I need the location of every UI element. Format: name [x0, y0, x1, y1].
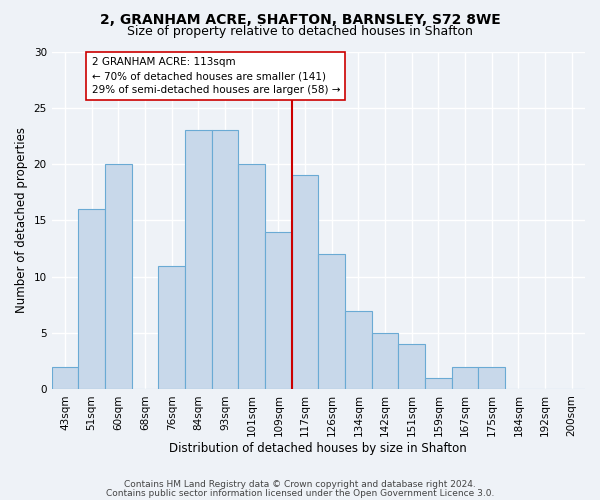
Text: Contains public sector information licensed under the Open Government Licence 3.: Contains public sector information licen… — [106, 488, 494, 498]
Bar — [452, 367, 478, 390]
Bar — [425, 378, 452, 390]
Bar — [478, 367, 505, 390]
Bar — [319, 254, 345, 390]
Bar — [345, 310, 371, 390]
Bar — [292, 176, 319, 390]
Text: 2, GRANHAM ACRE, SHAFTON, BARNSLEY, S72 8WE: 2, GRANHAM ACRE, SHAFTON, BARNSLEY, S72 … — [100, 12, 500, 26]
Bar — [105, 164, 131, 390]
Text: Size of property relative to detached houses in Shafton: Size of property relative to detached ho… — [127, 25, 473, 38]
X-axis label: Distribution of detached houses by size in Shafton: Distribution of detached houses by size … — [169, 442, 467, 455]
Bar — [79, 209, 105, 390]
Bar — [52, 367, 79, 390]
Bar — [158, 266, 185, 390]
Bar — [238, 164, 265, 390]
Bar — [185, 130, 212, 390]
Text: 2 GRANHAM ACRE: 113sqm
← 70% of detached houses are smaller (141)
29% of semi-de: 2 GRANHAM ACRE: 113sqm ← 70% of detached… — [92, 57, 340, 95]
Bar — [398, 344, 425, 390]
Bar — [371, 333, 398, 390]
Bar — [212, 130, 238, 390]
Y-axis label: Number of detached properties: Number of detached properties — [15, 128, 28, 314]
Text: Contains HM Land Registry data © Crown copyright and database right 2024.: Contains HM Land Registry data © Crown c… — [124, 480, 476, 489]
Bar — [265, 232, 292, 390]
